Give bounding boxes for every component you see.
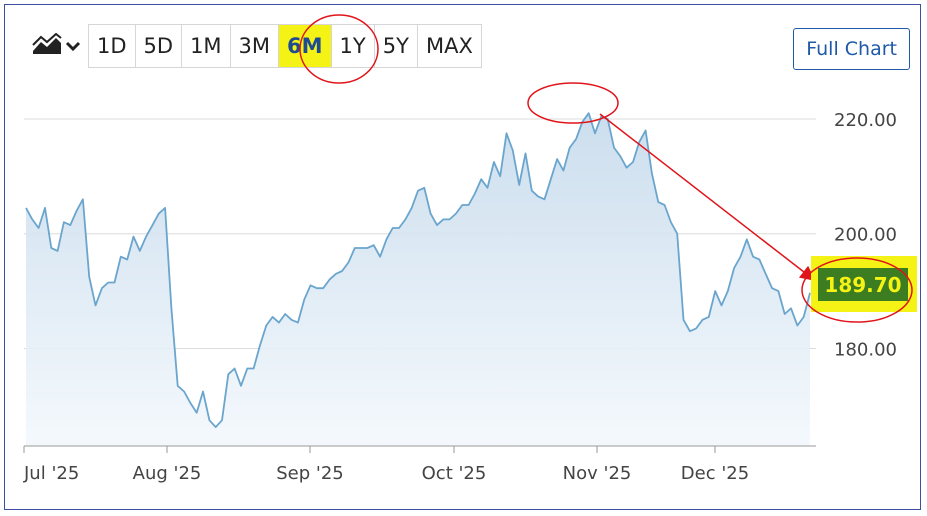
y-axis: 220.00 200.00 180.00: [834, 110, 897, 361]
x-tick-label: Sep '25: [276, 463, 344, 484]
range-button-3m[interactable]: 3M: [231, 25, 280, 67]
chart-toolbar: 1D 5D 1M 3M 6M 1Y 5Y MAX: [24, 24, 482, 68]
range-button-max[interactable]: MAX: [425, 34, 473, 58]
decline-arrow-annotation: [599, 113, 816, 281]
range-button-1m[interactable]: 1M: [182, 25, 231, 67]
x-tick-label: Nov '25: [563, 463, 632, 484]
active-range-circle-annotation: [299, 14, 379, 84]
full-chart-button[interactable]: Full Chart: [793, 28, 910, 70]
y-tick-label: 180.00: [834, 339, 897, 360]
x-axis: Jul '25 Aug '25 Sep '25 Oct '25 Nov '25 Dec '…: [23, 446, 749, 484]
x-tick-label: Aug '25: [133, 463, 202, 484]
price-line: [25, 112, 811, 428]
peak-circle-annotation: [527, 82, 619, 124]
x-tick-label: Oct '25: [422, 463, 487, 484]
range-button-1y[interactable]: 1Y: [332, 25, 375, 67]
chart-type-dropdown[interactable]: [24, 24, 88, 68]
y-tick-label: 220.00: [834, 110, 897, 131]
x-tick-label: Dec '25: [681, 463, 749, 484]
chevron-down-icon: [65, 37, 81, 56]
range-selector: 1D 5D 1M 3M 6M 1Y 5Y MAX: [88, 24, 482, 68]
x-tick-label: Jul '25: [23, 463, 79, 484]
area-chart-icon: [31, 32, 62, 59]
price-area: [26, 113, 810, 446]
range-button-5y[interactable]: 5Y: [375, 25, 418, 67]
range-button-1d[interactable]: 1D: [89, 25, 136, 67]
range-button-5d[interactable]: 5D: [136, 25, 183, 67]
y-tick-label: 200.00: [834, 225, 897, 246]
current-price-label: 189.70: [818, 268, 908, 301]
